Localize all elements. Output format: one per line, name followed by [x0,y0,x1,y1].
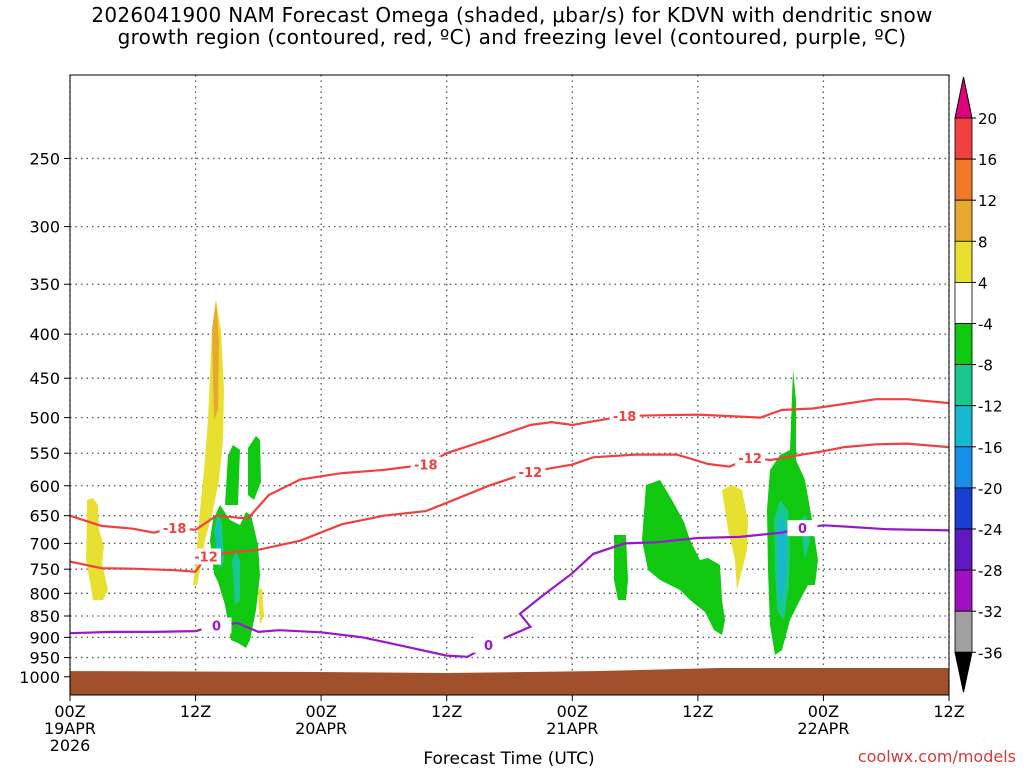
colorbar-swatch [954,199,973,242]
contour-label: 0 [212,620,221,635]
colorbar-swatch [954,569,973,612]
omega-negative-region [614,535,628,600]
colorbar-swatch [954,158,973,201]
colorbar-swatch [954,487,973,530]
y-tick-label: 600 [29,477,60,496]
contour-label-bg [159,520,190,537]
y-tick-label: 950 [29,649,60,668]
contour-label-bg [191,548,222,565]
y-tick-label: 500 [29,409,60,428]
omega-negative-region [778,515,786,605]
y-tick-label: 700 [29,534,60,553]
colorbar-label: -28 [978,562,1003,580]
y-tick-label: 550 [29,444,60,463]
colorbar-swatch [954,528,973,571]
contour-label: -12 [519,466,543,481]
credit-link[interactable]: coolwx.com/models [857,747,1016,766]
omega-negative-region [232,552,240,605]
contour-label-bg [787,520,818,537]
contour-label-bg [609,408,640,425]
colorbar-label: 8 [978,233,988,251]
x-tick-label: 00Z [305,702,336,721]
contour-line-1 [70,398,949,534]
omega-shading [86,300,818,655]
y-tick-label: 450 [29,369,60,388]
contour-label: 0 [484,639,493,654]
x-axis-label: Forecast Time (UTC) [423,749,594,768]
y-tick-label: 900 [29,628,60,647]
omega-negative-region [225,445,240,505]
colorbar-swatch [954,446,973,489]
x-tick-label: 00Z [808,702,839,721]
x-tick-label: 21APR [546,719,598,738]
plot-frame [69,74,950,696]
colorbar-label: -4 [978,316,993,334]
y-tick-label: 350 [29,275,60,294]
chart-title-line-1: 2026041900 NAM Forecast Omega (shaded, μ… [91,3,933,27]
y-tick-label: 800 [29,584,60,603]
colorbar-swatch [954,117,973,160]
y-tick-label: 250 [29,149,60,168]
x-tick-label: 00Z [54,702,85,721]
colorbar-bottom-arrow [954,651,973,693]
colorbar-swatch [954,281,973,324]
x-tick-label: 2026 [50,736,91,755]
contour-label-bg [735,449,766,466]
colorbar-top-arrow [954,76,973,119]
y-tick-label: 400 [29,325,60,344]
contour-label-bg [410,456,441,473]
colorbar-label: -24 [978,521,1003,539]
contour-label-bg [473,636,504,653]
y-tick-label: 650 [29,507,60,526]
y-tick-label: 750 [29,560,60,579]
colorbar-label: 16 [978,151,997,169]
colorbar-label: 4 [978,274,988,292]
contour-label: -12 [194,551,218,566]
omega-negative-region [642,480,725,635]
x-tick-label: 22APR [797,719,849,738]
x-tick-label: 12Z [682,702,713,721]
colorbar-swatch [954,240,973,283]
colorbar-label: -8 [978,357,993,375]
x-tick-label: 12Z [933,702,964,721]
colorbar-label: -16 [978,439,1003,457]
colorbar-label: -20 [978,480,1003,498]
x-tick-label: 19APR [44,719,96,738]
colorbar-label: -36 [978,644,1003,662]
colorbar-swatch [954,610,973,653]
colorbar-swatch [954,323,973,365]
omega-positive-region [212,300,219,420]
contour-label-bg [515,463,546,480]
contour-label: -12 [738,452,762,467]
x-tick-label: 20APR [295,719,347,738]
x-tick-label: 12Z [431,702,462,721]
contour-label: -18 [414,459,438,474]
x-tick-label: 00Z [557,702,588,721]
x-tick-label: 12Z [180,702,211,721]
chart-title-line-2: growth region (contoured, red, ºC) and f… [117,25,907,49]
colorbar-label: 12 [978,192,997,210]
y-tick-label: 1000 [19,668,60,687]
colorbar-swatch [954,364,973,407]
colorbar-swatch [954,405,973,448]
colorbar-label: -12 [978,398,1003,416]
contour-label-bg [201,617,232,634]
contour-label: -18 [163,522,187,537]
terrain-fill [70,668,949,695]
y-tick-label: 300 [29,218,60,237]
y-tick-label: 850 [29,607,60,626]
colorbar-label: 20 [978,110,997,128]
omega-negative-region [258,588,264,625]
contour-label: 0 [798,522,807,537]
contour-label: -18 [613,410,637,425]
plot-area [70,75,949,695]
colorbar-label: -32 [978,603,1003,621]
omega-negative-region [248,436,261,500]
